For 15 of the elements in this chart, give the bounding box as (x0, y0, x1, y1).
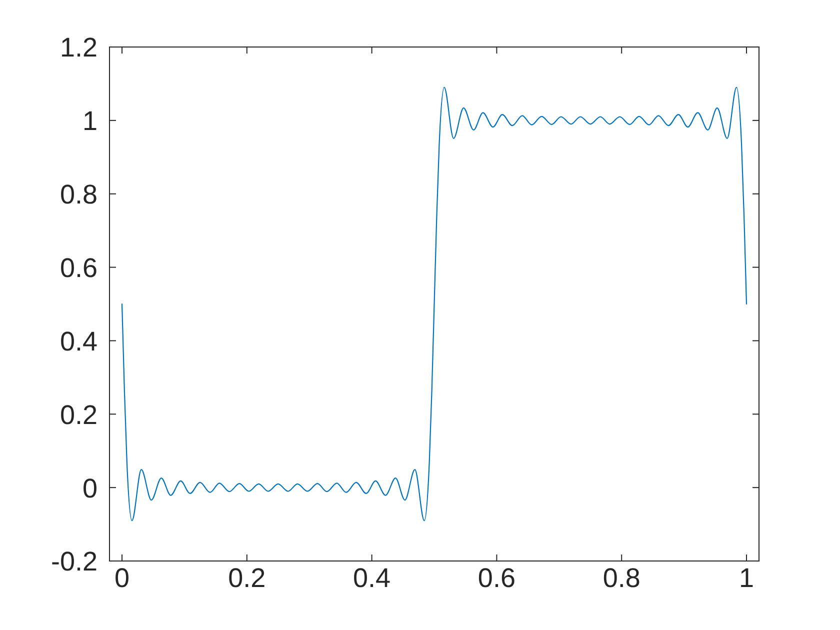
x-tick-label: 0.8 (602, 563, 640, 593)
x-tick-label: 1 (738, 563, 754, 593)
line-series (121, 86, 748, 522)
y-tick-label: 0.8 (60, 180, 98, 210)
x-tick-label: 0.2 (228, 563, 266, 593)
y-tick-label: 0.2 (60, 400, 98, 430)
y-tick-label: 0.4 (60, 326, 98, 356)
x-tick-label: 0.4 (353, 563, 391, 593)
y-tick-label: 1 (82, 106, 98, 136)
y-tick-label: 0.6 (60, 253, 98, 284)
x-tick-label: 0 (114, 563, 130, 593)
y-tick-label: 1.2 (60, 32, 98, 63)
y-tick-label: -0.2 (50, 546, 98, 577)
x-tick-label: 0.6 (478, 563, 516, 593)
y-tick-label: 0 (82, 473, 98, 504)
